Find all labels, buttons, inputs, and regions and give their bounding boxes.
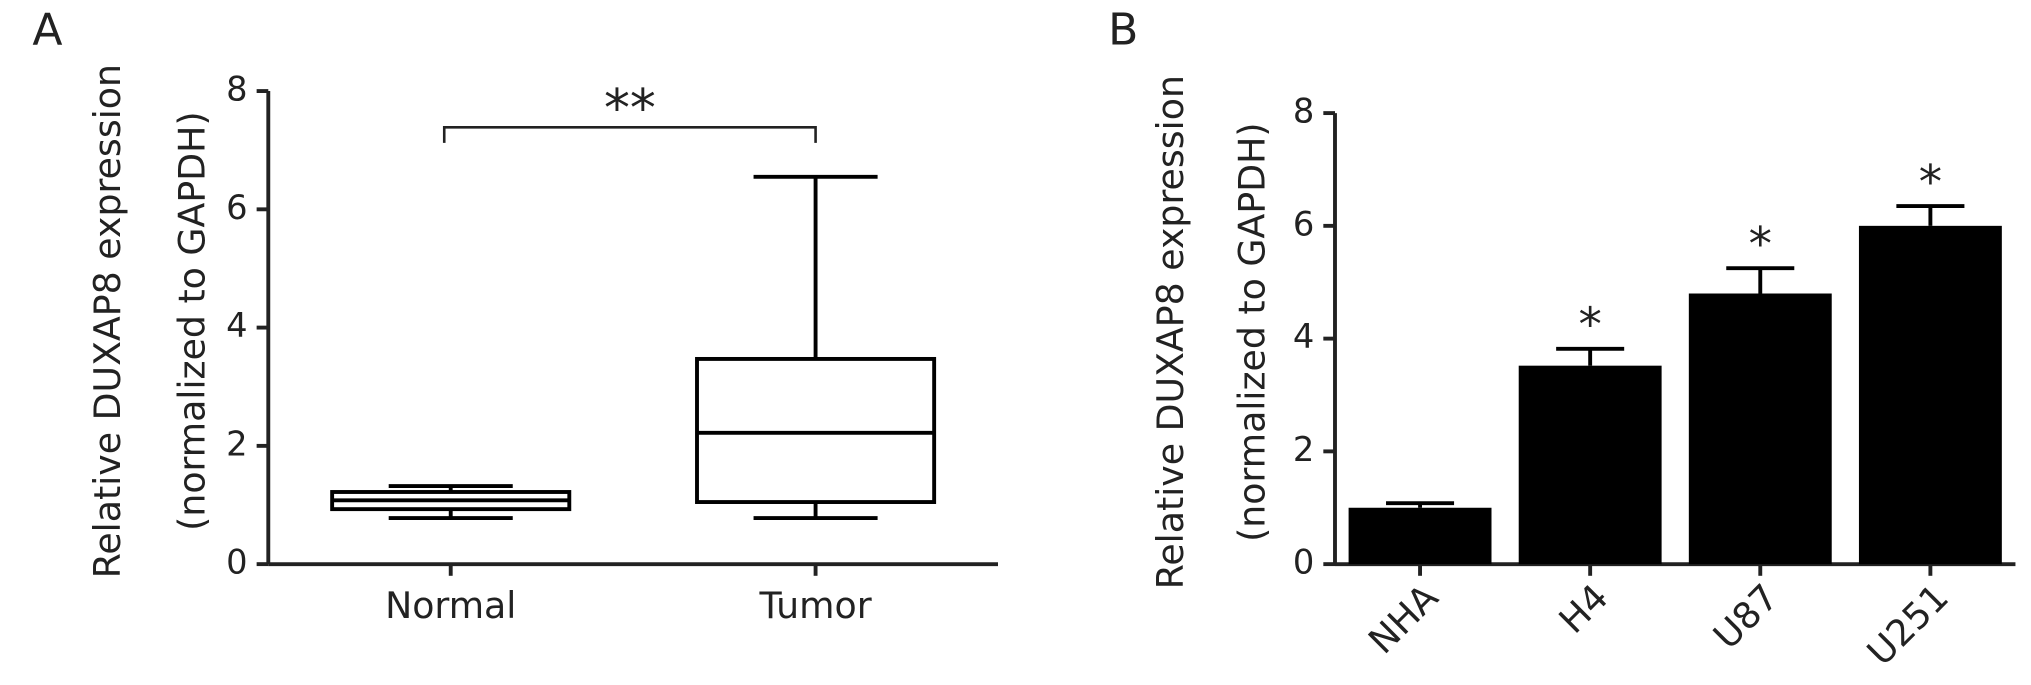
x-tick-label: NHA (1360, 576, 1447, 663)
x-tick-label: Tumor (759, 584, 872, 627)
significance-label: * (1749, 218, 1772, 272)
significance-label: * (1919, 156, 1942, 210)
x-tick-label: U87 (1705, 576, 1787, 658)
y-axis-label: (normalized to GAPDH) (1231, 122, 1274, 541)
y-tick-label: 6 (1293, 204, 1314, 243)
panel-label: A (32, 5, 62, 56)
y-tick-label: 2 (1293, 430, 1314, 469)
y-tick-label: 4 (1293, 317, 1314, 356)
y-tick-label: 4 (226, 306, 247, 345)
y-tick-label: 8 (1293, 92, 1314, 131)
y-tick-label: 6 (226, 188, 247, 227)
significance-label: * (1578, 299, 1601, 353)
box (695, 356, 937, 504)
y-tick-label: 0 (226, 543, 247, 582)
y-axis-label: Relative DUXAP8 expression (1149, 75, 1192, 589)
x-tick-label: U251 (1859, 576, 1957, 674)
bar (1348, 507, 1492, 565)
bar (1858, 225, 2002, 565)
y-tick-label: 8 (226, 70, 247, 109)
significance-label: ** (604, 79, 656, 139)
panel-label: B (1108, 5, 1138, 56)
bar (1688, 293, 1832, 565)
significance-bracket (442, 126, 817, 143)
bar (1518, 365, 1662, 565)
y-tick-label: 2 (226, 424, 247, 463)
y-axis-label: Relative DUXAP8 expression (86, 64, 129, 578)
x-tick-label: H4 (1551, 576, 1617, 642)
y-tick-label: 0 (1293, 543, 1314, 582)
x-tick-label: Normal (385, 584, 516, 627)
y-axis-label: (normalized to GAPDH) (170, 111, 213, 530)
